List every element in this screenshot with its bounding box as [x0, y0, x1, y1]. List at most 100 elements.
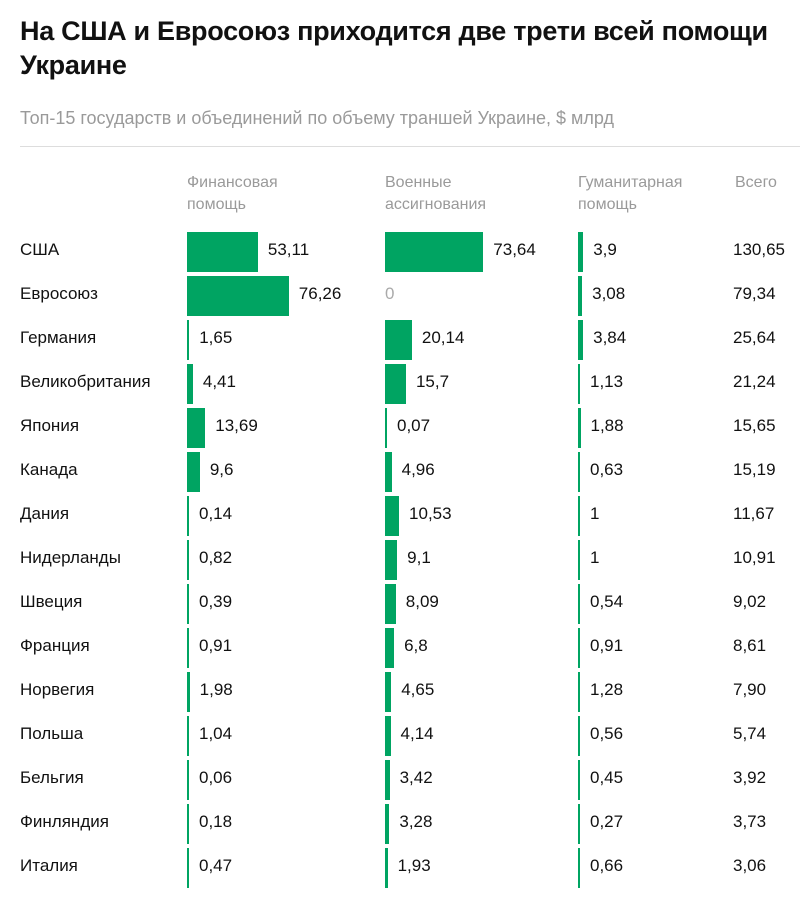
bar-humanitarian: [578, 804, 580, 844]
value-humanitarian: 0,63: [590, 460, 624, 479]
table-row: Бельгия 0,06 3,42 0,45 3,92: [0, 756, 800, 800]
bar-financial: [187, 628, 189, 668]
bar-humanitarian: [578, 760, 580, 800]
bar-humanitarian: [578, 408, 581, 448]
value-total: 3,92: [733, 768, 767, 787]
value-total: 15,19: [733, 460, 776, 479]
value-total: 10,91: [733, 548, 776, 567]
bar-military: [385, 628, 395, 668]
bar-financial: [187, 672, 190, 712]
country-name: Дания: [20, 504, 70, 523]
value-humanitarian: 3,9: [593, 240, 617, 259]
bar-military: [385, 848, 388, 888]
value-humanitarian: 0,54: [590, 592, 624, 611]
bar-military: [385, 584, 396, 624]
country-name: Нидерланды: [20, 548, 121, 567]
value-financial: 0,06: [199, 768, 233, 787]
value-total: 79,34: [733, 284, 776, 303]
value-total: 9,02: [733, 592, 767, 611]
bar-military: [385, 760, 390, 800]
country-name: Польша: [20, 724, 84, 743]
value-humanitarian: 3,84: [593, 328, 627, 347]
bar-military: [385, 232, 484, 272]
value-military: 3,42: [399, 768, 433, 787]
value-humanitarian: 1,13: [590, 372, 624, 391]
bar-military: [385, 716, 391, 756]
bar-humanitarian: [578, 320, 584, 360]
value-military: 4,14: [400, 724, 434, 743]
bar-financial: [187, 364, 193, 404]
table-row: Великобритания 4,41 15,7 1,13 21,24: [0, 360, 800, 404]
column-header-humanitarian: Гуманитарная помощь: [578, 174, 683, 213]
value-humanitarian: 0,27: [590, 812, 624, 831]
bar-military: [385, 452, 392, 492]
value-military: 0: [385, 284, 395, 303]
bar-humanitarian: [578, 584, 580, 624]
value-military: 4,96: [401, 460, 435, 479]
country-name: Бельгия: [20, 768, 84, 787]
column-header-financial: Финансовая помощь: [187, 174, 278, 213]
value-financial: 13,69: [215, 416, 258, 435]
country-name: Германия: [20, 328, 97, 347]
bar-financial: [187, 540, 189, 580]
value-humanitarian: 1,28: [590, 680, 624, 699]
value-military: 1,93: [397, 856, 431, 875]
value-humanitarian: 1,88: [590, 416, 624, 435]
table-row: Польша 1,04 4,14 0,56 5,74: [0, 712, 800, 756]
value-military: 0,07: [397, 416, 431, 435]
value-total: 11,67: [733, 504, 775, 523]
bar-humanitarian: [578, 672, 580, 712]
value-financial: 1,04: [199, 724, 233, 743]
bar-military: [385, 496, 400, 536]
value-military: 6,8: [404, 636, 428, 655]
table-row: Финляндия 0,18 3,28 0,27 3,73: [0, 800, 800, 844]
country-name: Италия: [20, 856, 78, 875]
value-financial: 4,41: [202, 372, 236, 391]
country-name: Франция: [20, 636, 90, 655]
value-total: 3,06: [733, 856, 767, 875]
bar-financial: [187, 848, 189, 888]
bar-humanitarian: [578, 364, 580, 404]
table-row: Франция 0,91 6,8 0,91 8,61: [0, 624, 800, 668]
bar-humanitarian: [578, 848, 580, 888]
value-total: 8,61: [733, 636, 767, 655]
table-row: Норвегия 1,98 4,65 1,28 7,90: [0, 668, 800, 712]
value-humanitarian: 0,91: [590, 636, 624, 655]
value-total: 3,73: [733, 812, 767, 831]
column-header-military: Военные ассигнования: [385, 174, 487, 213]
country-name: Евросоюз: [20, 284, 98, 303]
value-humanitarian: 0,56: [590, 724, 624, 743]
country-name: Япония: [20, 416, 80, 435]
value-financial: 0,39: [199, 592, 233, 611]
value-financial: 0,14: [199, 504, 233, 523]
bar-financial: [187, 804, 189, 844]
bar-military: [385, 408, 387, 448]
value-military: 8,09: [405, 592, 439, 611]
table-row: Дания 0,14 10,53 1 11,67: [0, 492, 800, 536]
value-financial: 53,11: [267, 240, 310, 259]
value-humanitarian: 1: [590, 504, 600, 523]
bar-financial: [187, 408, 206, 448]
value-military: 9,1: [407, 548, 431, 567]
value-military: 4,65: [401, 680, 435, 699]
value-financial: 1,98: [199, 680, 233, 699]
value-military: 73,64: [493, 240, 536, 259]
value-total: 15,65: [733, 416, 776, 435]
bar-military: [385, 320, 412, 360]
value-financial: 76,26: [298, 284, 342, 303]
value-financial: 0,18: [199, 812, 233, 831]
table-row: Германия 1,65 20,14 3,84 25,64: [0, 316, 800, 360]
bar-humanitarian: [578, 716, 580, 756]
value-humanitarian: 1: [590, 548, 600, 567]
bar-humanitarian: [578, 628, 580, 668]
chart-title: На США и Евросоюз приходится две трети в…: [20, 16, 768, 80]
bar-financial: [187, 232, 258, 272]
bar-financial: [187, 584, 189, 624]
bar-humanitarian: [578, 276, 583, 316]
bar-financial: [187, 496, 189, 536]
column-header-total: Всего: [735, 174, 777, 191]
country-name: США: [20, 240, 60, 259]
country-name: Норвегия: [20, 680, 95, 699]
bar-humanitarian: [578, 452, 580, 492]
